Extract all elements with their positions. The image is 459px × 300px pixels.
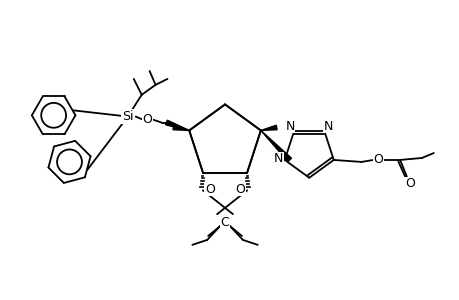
Text: C: C [220, 216, 229, 229]
Text: N: N [274, 152, 283, 166]
Text: O: O [204, 183, 214, 196]
Polygon shape [260, 125, 276, 130]
Text: O: O [142, 113, 152, 126]
Text: N: N [323, 120, 332, 133]
Text: O: O [373, 153, 382, 167]
Text: O: O [404, 177, 414, 190]
Polygon shape [173, 125, 189, 130]
Text: N: N [285, 120, 294, 133]
Polygon shape [165, 120, 189, 130]
Polygon shape [260, 130, 291, 162]
Text: Si: Si [122, 110, 133, 123]
Text: O: O [235, 183, 245, 196]
